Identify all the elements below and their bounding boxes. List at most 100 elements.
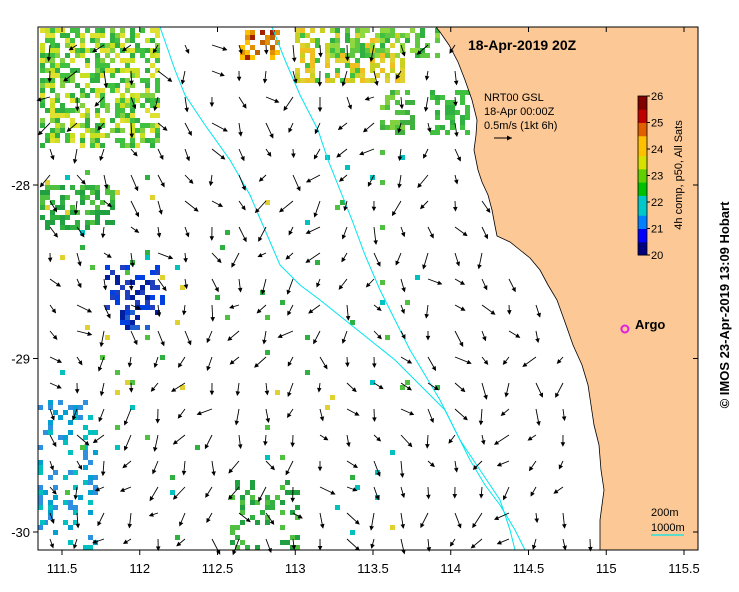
sst-pixel: [460, 115, 465, 120]
sst-pixel: [40, 520, 45, 525]
sst-pixel: [45, 68, 50, 73]
sst-pixel: [120, 28, 125, 33]
sst-pixel: [370, 48, 375, 53]
sst-pixel: [95, 205, 100, 210]
sst-pixel: [240, 505, 245, 510]
current-vector-head: [456, 156, 461, 162]
sst-pixel: [50, 28, 55, 33]
current-vector-head: [98, 416, 103, 423]
sst-pixel: [100, 68, 105, 73]
current-vector-head: [211, 471, 216, 477]
sst-pixel: [365, 48, 370, 53]
sst-pixel: [120, 103, 125, 108]
sst-pixel: [63, 475, 68, 480]
sst-pixel: [55, 68, 60, 73]
current-vector-head: [483, 359, 489, 365]
sst-pixel: [100, 88, 105, 93]
current-vector-head: [99, 391, 105, 397]
sst-pixel: [45, 205, 50, 210]
sst-pixel: [73, 510, 78, 515]
colorbar-segment: [638, 221, 647, 229]
current-vector-head: [288, 127, 293, 133]
sst-pixel: [460, 90, 465, 95]
current-vector-head: [556, 359, 562, 365]
sst-pixel: [105, 275, 110, 280]
sst-pixel: [135, 143, 140, 148]
sst-pixel: [365, 28, 370, 33]
current-vector-head: [291, 545, 297, 550]
sst-pixel: [390, 53, 395, 58]
sst-pixel: [145, 300, 150, 305]
current-vector-head: [420, 523, 425, 529]
sst-pixel: [435, 385, 440, 390]
current-vector-head: [254, 362, 260, 368]
current-vector-head: [535, 338, 540, 344]
sst-pixel: [400, 58, 405, 63]
sst-pixel: [400, 130, 405, 135]
current-vector-head: [129, 133, 134, 139]
current-vector-head: [305, 178, 312, 183]
current-vector-head: [119, 487, 125, 492]
sst-pixel: [395, 130, 400, 135]
sst-pixel: [110, 43, 115, 48]
current-vector-head: [136, 305, 142, 310]
sst-pixel: [95, 68, 100, 73]
sst-pixel: [135, 48, 140, 53]
sst-pixel: [240, 55, 245, 60]
current-vector-head: [531, 544, 537, 550]
current-vector-head: [50, 518, 55, 524]
sst-pixel: [360, 78, 365, 83]
current-vector-head: [406, 385, 412, 391]
sst-pixel: [105, 63, 110, 68]
sst-pixel: [120, 285, 125, 290]
sst-pixel: [80, 48, 85, 53]
sst-pixel: [105, 220, 110, 225]
current-vector-head: [305, 258, 311, 263]
sst-pixel: [60, 83, 65, 88]
current-vector-head: [103, 83, 109, 89]
current-vector-head: [319, 416, 325, 422]
sst-pixel: [125, 88, 130, 93]
sst-pixel: [295, 28, 300, 33]
sst-pixel: [105, 83, 110, 88]
sst-pixel: [90, 190, 95, 195]
current-vector-head: [262, 339, 267, 345]
sst-pixel: [90, 38, 95, 43]
sst-pixel: [80, 230, 85, 235]
sst-pixel: [65, 490, 70, 495]
sst-pixel: [250, 55, 255, 60]
current-vector-head: [258, 176, 264, 182]
sst-pixel: [120, 98, 125, 103]
sst-pixel: [335, 68, 340, 73]
sst-pixel: [60, 63, 65, 68]
colorbar-segment: [638, 195, 647, 203]
sst-pixel: [70, 73, 75, 78]
sst-pixel: [335, 33, 340, 38]
sst-pixel: [410, 125, 415, 130]
sst-pixel: [365, 43, 370, 48]
sst-pixel: [85, 83, 90, 88]
sst-pixel: [275, 495, 280, 500]
current-vector-head: [424, 75, 430, 81]
current-vector-head: [38, 130, 43, 136]
sst-pixel: [55, 53, 60, 58]
sst-pixel: [305, 33, 310, 38]
sst-pixel: [155, 83, 160, 88]
current-vector-head: [196, 410, 202, 416]
current-vector-head: [454, 132, 459, 138]
current-vector-head: [462, 231, 468, 237]
sst-pixel: [95, 185, 100, 190]
sst-pixel: [280, 525, 285, 530]
current-vector-head: [127, 362, 133, 368]
sst-pixel: [53, 495, 58, 500]
current-vector-head: [56, 384, 62, 389]
current-vector-head: [168, 254, 174, 260]
current-vector-head: [437, 280, 443, 285]
current-vector-head: [314, 128, 319, 135]
sst-pixel: [310, 58, 315, 63]
current-vector-head: [470, 543, 476, 549]
sst-pixel: [390, 33, 395, 38]
sst-pixel: [325, 73, 330, 78]
current-vector-head: [305, 229, 311, 234]
sst-pixel: [160, 295, 165, 300]
